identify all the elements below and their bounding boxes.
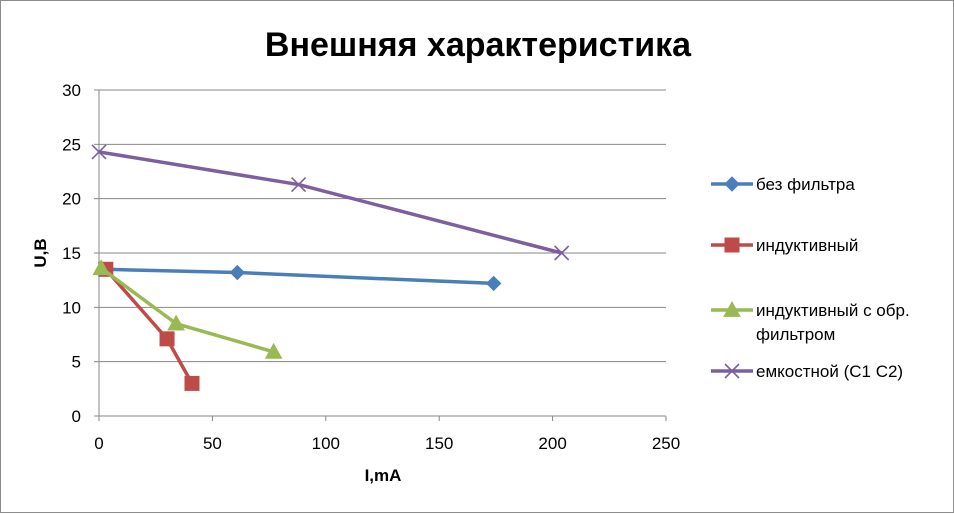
y-tick-label: 0 [72, 407, 81, 426]
gridlines [99, 89, 666, 363]
y-tick-label: 10 [62, 298, 81, 317]
legend-item: без фильтра [711, 175, 855, 194]
series-3 [91, 144, 570, 261]
y-tick-label: 15 [62, 244, 81, 263]
x-axis-title: I,mA [365, 466, 402, 485]
data-point [229, 264, 246, 281]
axes: 0 5 10 15 20 25 30 0 50 100 150 200 250 [62, 81, 680, 453]
legend: без фильтра индуктивный индуктивный с обр.… [711, 175, 910, 381]
data-point [92, 259, 111, 276]
legend-label: индуктивный [756, 236, 858, 255]
data-point-stroke [724, 363, 740, 379]
series-line [98, 150, 563, 255]
series-0 [98, 261, 502, 292]
legend-label: емкостной (С1 С2) [756, 362, 903, 381]
legend-label: индуктивный с обр. [756, 301, 910, 320]
series-line [105, 267, 494, 286]
data-point-stroke [291, 176, 307, 193]
data-point [264, 342, 283, 359]
plot-series [91, 144, 570, 391]
data-point [485, 275, 502, 292]
series-line [100, 266, 275, 354]
y-axis-title: U,B [31, 238, 50, 267]
data-point [554, 245, 570, 261]
x-tick-label: 150 [425, 434, 453, 453]
x-tick-label: 50 [203, 434, 222, 453]
data-point [724, 237, 740, 253]
legend-item: индуктивный с обр. фильтром [711, 300, 910, 344]
x-tick-label: 200 [538, 434, 566, 453]
y-tick-label: 25 [62, 135, 81, 154]
x-tick-label: 250 [652, 434, 680, 453]
legend-item: индуктивный [711, 236, 858, 255]
x-tick-label: 100 [312, 434, 340, 453]
data-point [184, 375, 200, 391]
data-point [167, 314, 185, 331]
data-point [91, 144, 107, 160]
legend-item: емкостной (С1 С2) [711, 362, 903, 381]
data-point-stroke [91, 144, 107, 160]
data-point [159, 331, 175, 347]
series-2 [92, 259, 283, 359]
legend-label: фильтром [756, 325, 835, 344]
chart-title: Внешняя характеристика [265, 26, 692, 64]
data-point [724, 363, 740, 379]
data-point-stroke [554, 245, 570, 261]
data-point [723, 300, 741, 317]
legend-label: без фильтра [756, 175, 855, 194]
x-tick-label: 0 [94, 434, 103, 453]
data-point [291, 176, 307, 193]
data-point [724, 176, 740, 192]
y-tick-label: 5 [72, 353, 81, 372]
y-tick-label: 30 [62, 81, 81, 100]
y-tick-label: 20 [62, 190, 81, 209]
